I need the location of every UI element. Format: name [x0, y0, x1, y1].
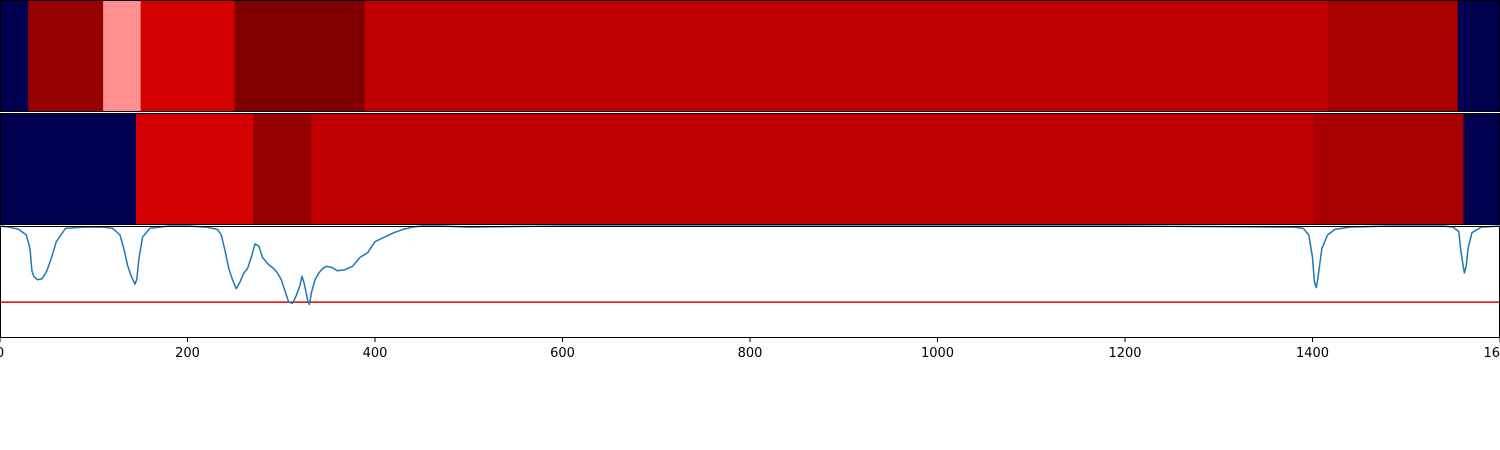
heatmap-row-1 — [0, 0, 1500, 112]
x-tick-label-1600: 1600 — [1483, 346, 1500, 361]
line-panel-background — [0, 226, 1500, 338]
heatmap-segment-1-8 — [1457, 0, 1500, 112]
heatmap-segment-1-7 — [1327, 0, 1459, 112]
x-axis: 0 200 400 600 800 1000 1200 1400 1600 — [0, 338, 1500, 361]
x-tick-label-800: 800 — [738, 346, 763, 361]
heatmap-segment-2-4 — [311, 113, 1314, 225]
series-line — [0, 225, 1500, 306]
heatmap-row-2 — [0, 113, 1500, 225]
x-tick-label-200: 200 — [175, 346, 200, 361]
heatmap-segment-1-4 — [140, 0, 235, 112]
x-tick-label-400: 400 — [363, 346, 388, 361]
heatmap-segment-1-6 — [364, 0, 1328, 112]
x-tick-label-1200: 1200 — [1108, 346, 1141, 361]
x-tick-label-600: 600 — [550, 346, 575, 361]
heatmap-segment-1-1 — [0, 0, 29, 112]
heatmap-segment-2-5 — [1313, 113, 1464, 225]
x-tick-label-1000: 1000 — [921, 346, 954, 361]
x-tick-label-0: 0 — [0, 346, 4, 361]
heatmap-segment-2-2 — [135, 113, 254, 225]
heatmap-segment-2-1 — [0, 113, 137, 225]
heatmap-segment-2-6 — [1463, 113, 1500, 225]
heatmap-segment-1-3 — [103, 0, 142, 112]
heatmap-segment-1-5 — [234, 0, 366, 112]
x-tick-label-1400: 1400 — [1296, 346, 1329, 361]
heatmap-segment-2-3 — [253, 113, 312, 225]
heatmap-segment-1-2 — [28, 0, 104, 112]
line-panel — [0, 225, 1500, 338]
